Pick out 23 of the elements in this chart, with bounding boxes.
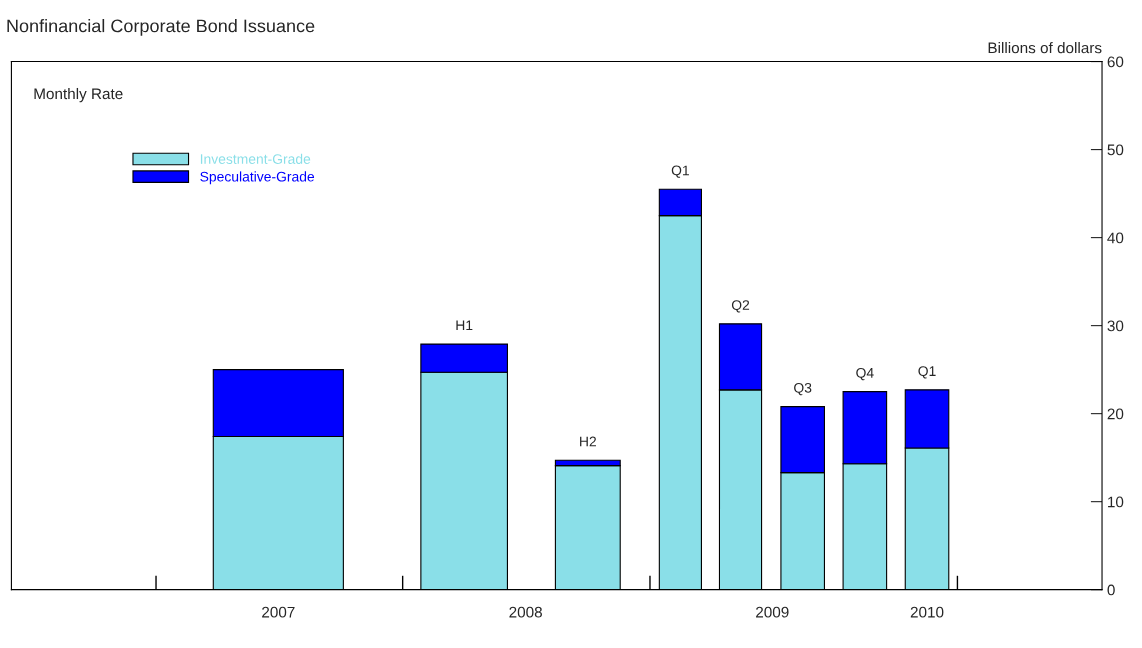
y-tick-label: 20: [1107, 408, 1124, 420]
annotation: H2: [580, 436, 596, 447]
y-tick-label: 10: [1108, 496, 1124, 508]
legend-label: Speculative-Grade: [200, 171, 315, 185]
annotation: Q4: [856, 367, 874, 381]
annotation: Q2: [731, 300, 750, 313]
legend-label: Investment-Grade: [200, 153, 311, 164]
y-tick-label: 50: [1107, 144, 1124, 156]
y-tick-label: 60: [1107, 56, 1124, 68]
annotation: Monthly Rate: [34, 87, 123, 103]
annotation: Q3: [794, 382, 812, 396]
x-tick-label: 2007: [262, 606, 295, 618]
y-tick-label: 30: [1107, 320, 1124, 332]
annotation: Q1: [918, 366, 936, 379]
y-tick-label: 0: [1107, 584, 1115, 596]
annotation: H1: [456, 320, 473, 331]
annotation: Q1: [671, 165, 689, 178]
x-tick-label: 2009: [756, 606, 789, 618]
x-tick-label: 2010: [910, 606, 944, 618]
chart-title: Nonfinancial Corporate Bond Issuance: [7, 19, 315, 36]
y-axis-title: Billions of dollars: [988, 42, 1102, 54]
y-tick-label: 40: [1107, 232, 1124, 244]
x-tick-label: 2008: [509, 606, 542, 618]
